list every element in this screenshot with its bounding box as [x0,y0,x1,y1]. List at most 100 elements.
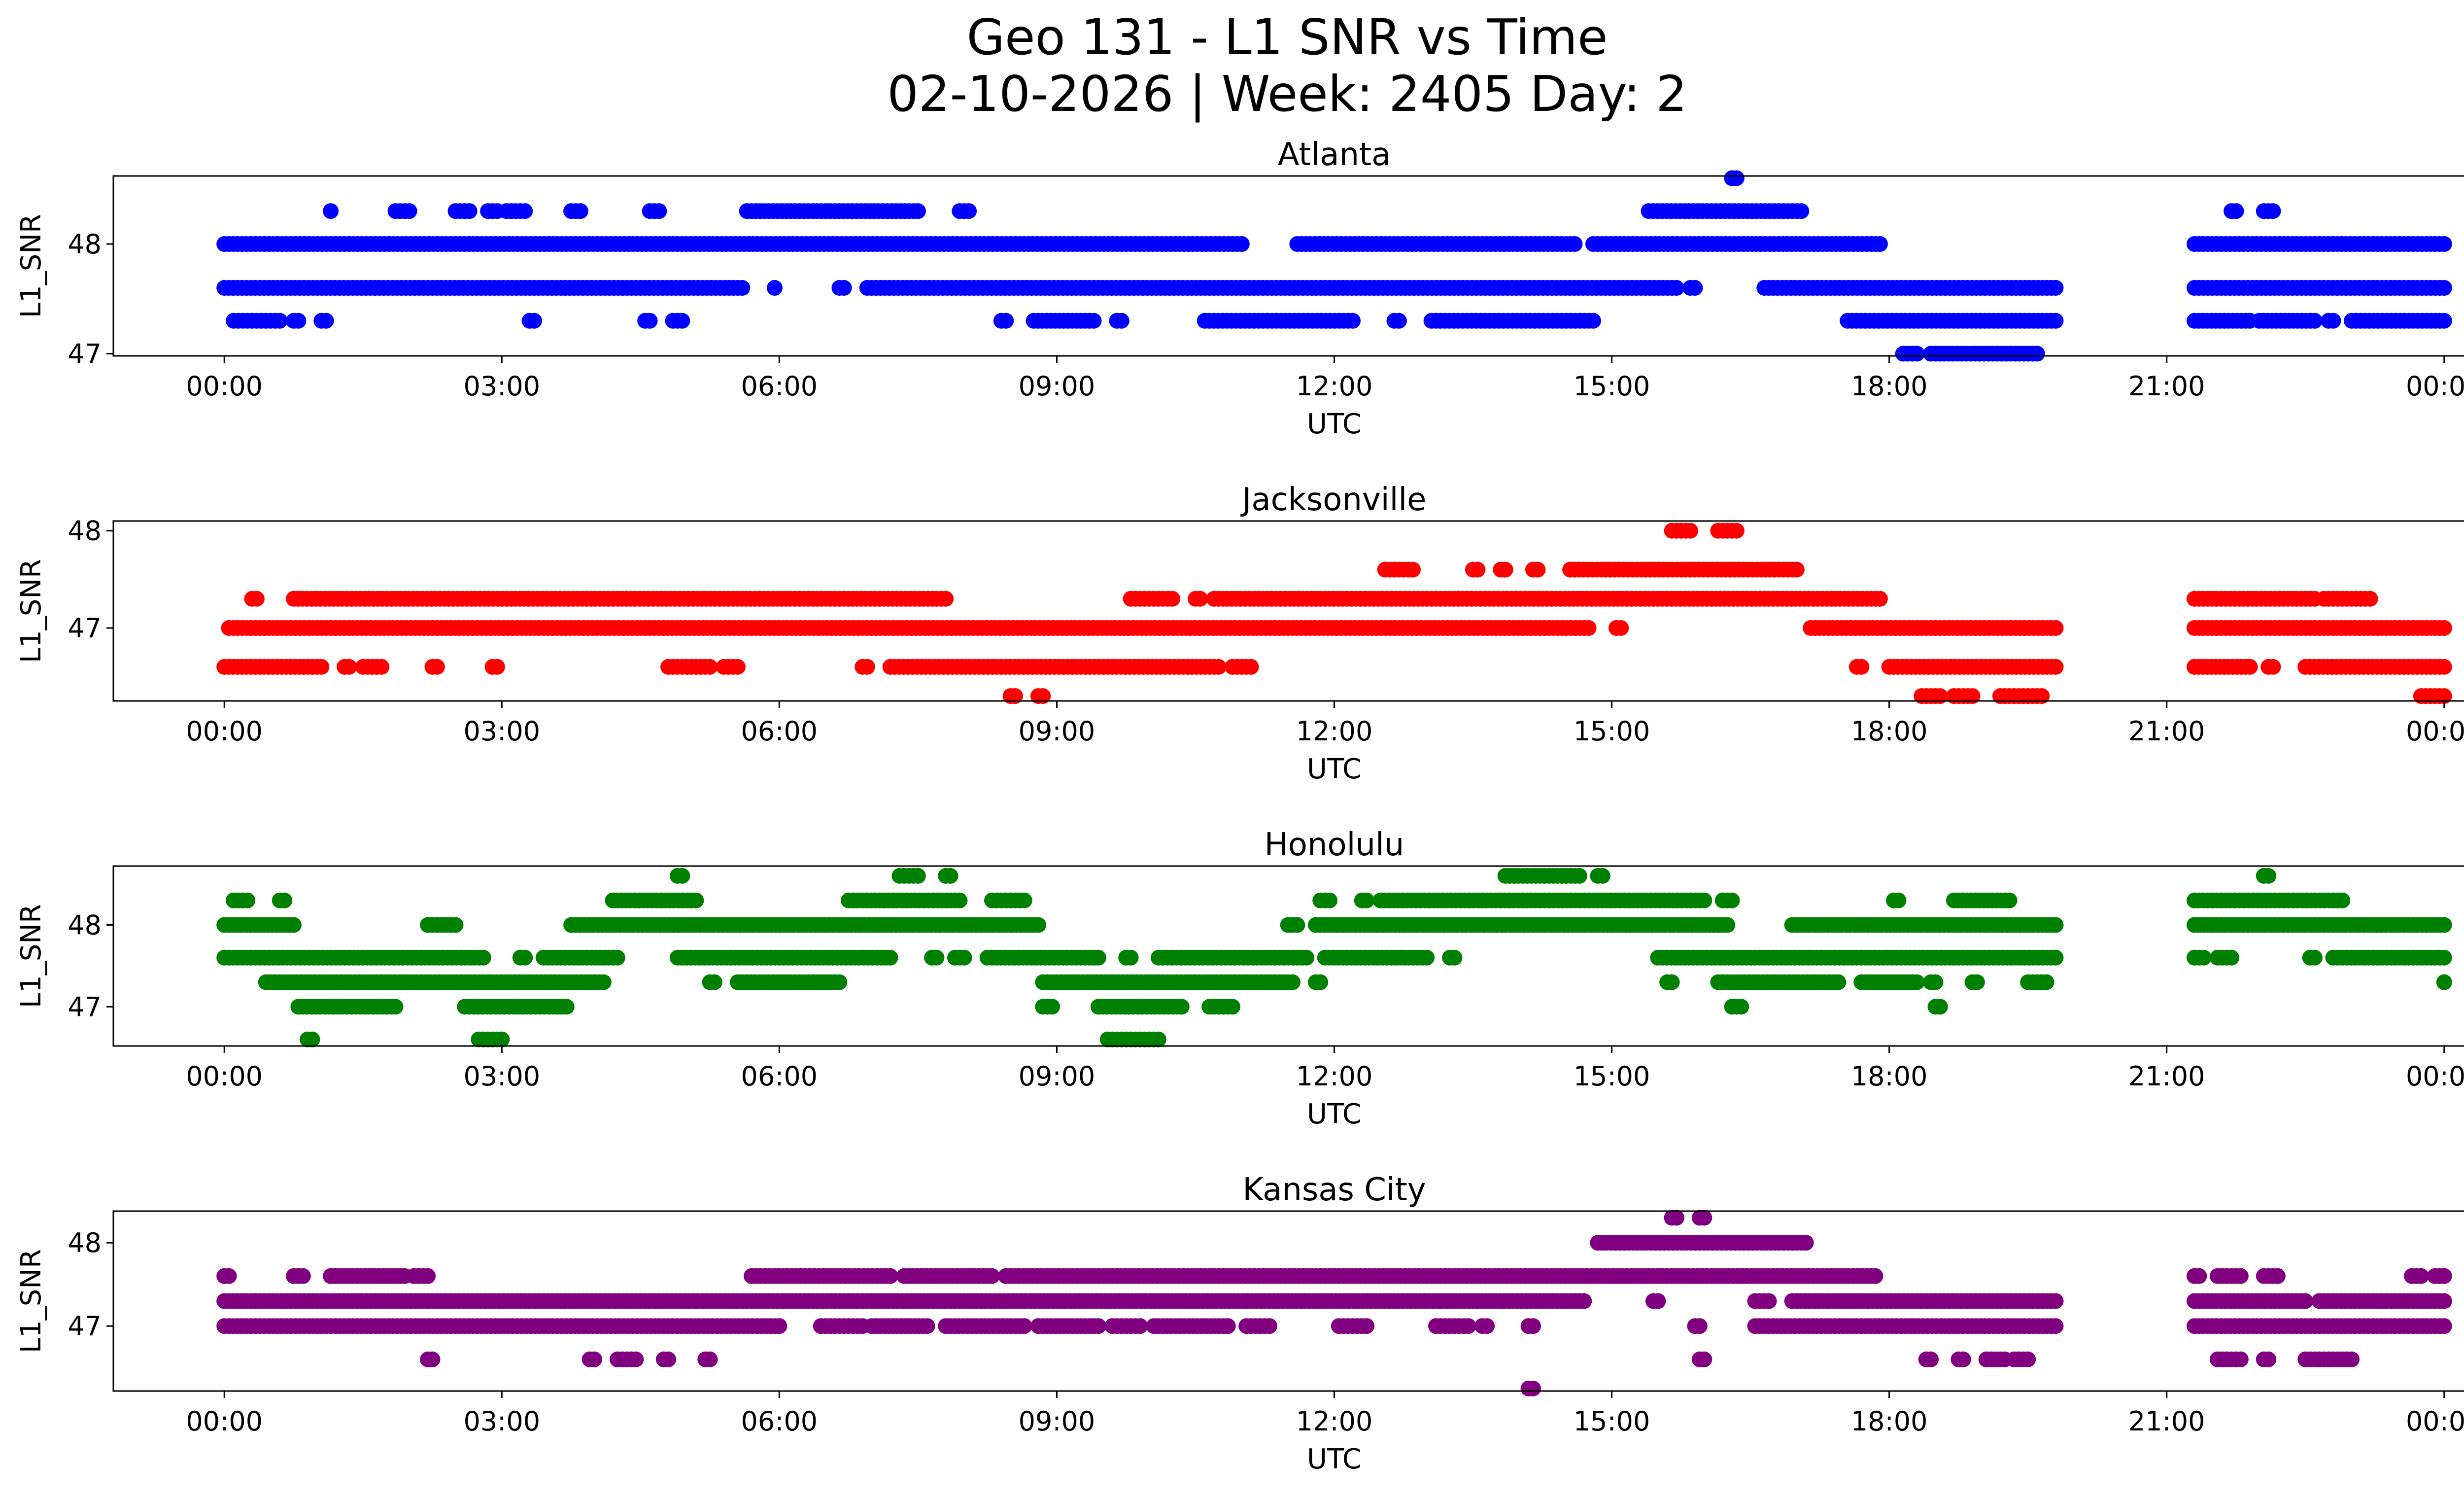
data-point [1016,1318,1032,1334]
data-point [221,1268,237,1284]
data-point [286,917,302,933]
data-point [1285,974,1300,990]
data-point [1225,999,1240,1015]
data-point [1682,522,1699,539]
data-point [2436,313,2452,329]
data-point [702,659,718,675]
data-point [2413,1268,2429,1284]
x-axis-label: UTC [1307,753,1362,785]
x-tick-label: 15:00 [1574,716,1650,747]
axes-frame-jacksonville [112,520,2464,702]
data-point [1872,591,1888,607]
data-point [2436,620,2452,636]
data-point [489,659,505,675]
data-point [767,280,783,296]
data-point [1571,868,1587,884]
y-tick-label: 48 [68,1227,102,1258]
data-point [1761,1293,1777,1309]
x-tick-label: 18:00 [1851,1061,1928,1092]
data-point [1090,1318,1106,1334]
data-point [586,1351,602,1367]
data-point [1312,974,1329,990]
data-point [1696,1351,1712,1367]
data-point [494,1031,510,1047]
data-point [1691,1318,1708,1334]
data-point [1530,561,1546,578]
x-tick-label: 09:00 [1019,716,1095,747]
data-point [1927,974,1944,990]
x-tick-label: 00:00 [2406,716,2464,747]
data-point [2048,1318,2064,1334]
data-point [1872,236,1888,252]
data-point [2048,659,2064,675]
data-point [2260,868,2277,884]
data-point [2436,1268,2452,1284]
data-point [2307,949,2323,966]
data-point [2344,1351,2360,1367]
data-point [1132,1318,1148,1334]
data-point [1890,892,1907,908]
data-point [1687,280,1703,296]
data-point [2034,688,2050,704]
data-point [323,203,339,219]
data-point [572,203,588,219]
data-point [424,1351,441,1367]
x-tick-label: 00:00 [2406,1406,2464,1437]
series-jacksonville [216,522,2452,704]
y-axis-label: L1_SNR [15,559,47,663]
data-point [461,203,478,219]
x-tick-label: 06:00 [741,371,818,402]
data-point [2436,280,2452,296]
series-atlanta [216,170,2452,362]
data-point [1719,917,1736,933]
data-point [1525,1380,1541,1396]
x-axis-label: UTC [1307,408,1362,440]
chart-subtitle: 02-10-2026 | Week: 2405 Day: 2 [887,65,1687,123]
data-point [517,949,533,966]
data-point [1594,868,1610,884]
data-point [2260,1351,2277,1367]
data-point [1035,688,1051,704]
data-point [961,203,977,219]
data-point [272,313,288,329]
data-point [882,1268,898,1284]
x-tick-label: 00:00 [186,1406,263,1437]
data-point [447,917,464,933]
data-point [628,1351,644,1367]
data-point [1289,917,1305,933]
data-point [2020,1351,2036,1367]
data-point [1446,949,1463,966]
data-point [240,892,256,908]
data-point [1030,917,1046,933]
x-tick-label: 18:00 [1851,371,1928,402]
data-point [1909,346,1925,362]
y-tick-label: 47 [68,613,102,644]
data-point [1233,236,1250,252]
data-point [1853,659,1870,675]
x-tick-label: 12:00 [1296,1061,1373,1092]
y-tick-label: 48 [68,909,102,940]
data-point [1220,1318,1236,1334]
data-point [919,1318,935,1334]
data-point [1969,974,1985,990]
data-point [660,1351,677,1367]
data-point [295,1268,311,1284]
x-tick-label: 03:00 [463,1406,540,1437]
data-point [429,659,445,675]
data-point [1460,1318,1476,1334]
data-point [2048,1293,2064,1309]
x-tick-label: 15:00 [1574,1406,1650,1437]
data-point [1696,892,1712,908]
data-point [2048,917,2064,933]
data-point [1345,313,1361,329]
x-tick-label: 03:00 [463,716,540,747]
data-point [1580,620,1597,636]
data-point [771,1318,787,1334]
data-point [1613,620,1629,636]
data-point [1164,591,1180,607]
data-point [938,591,954,607]
data-point [1728,522,1745,539]
data-point [2325,313,2341,329]
